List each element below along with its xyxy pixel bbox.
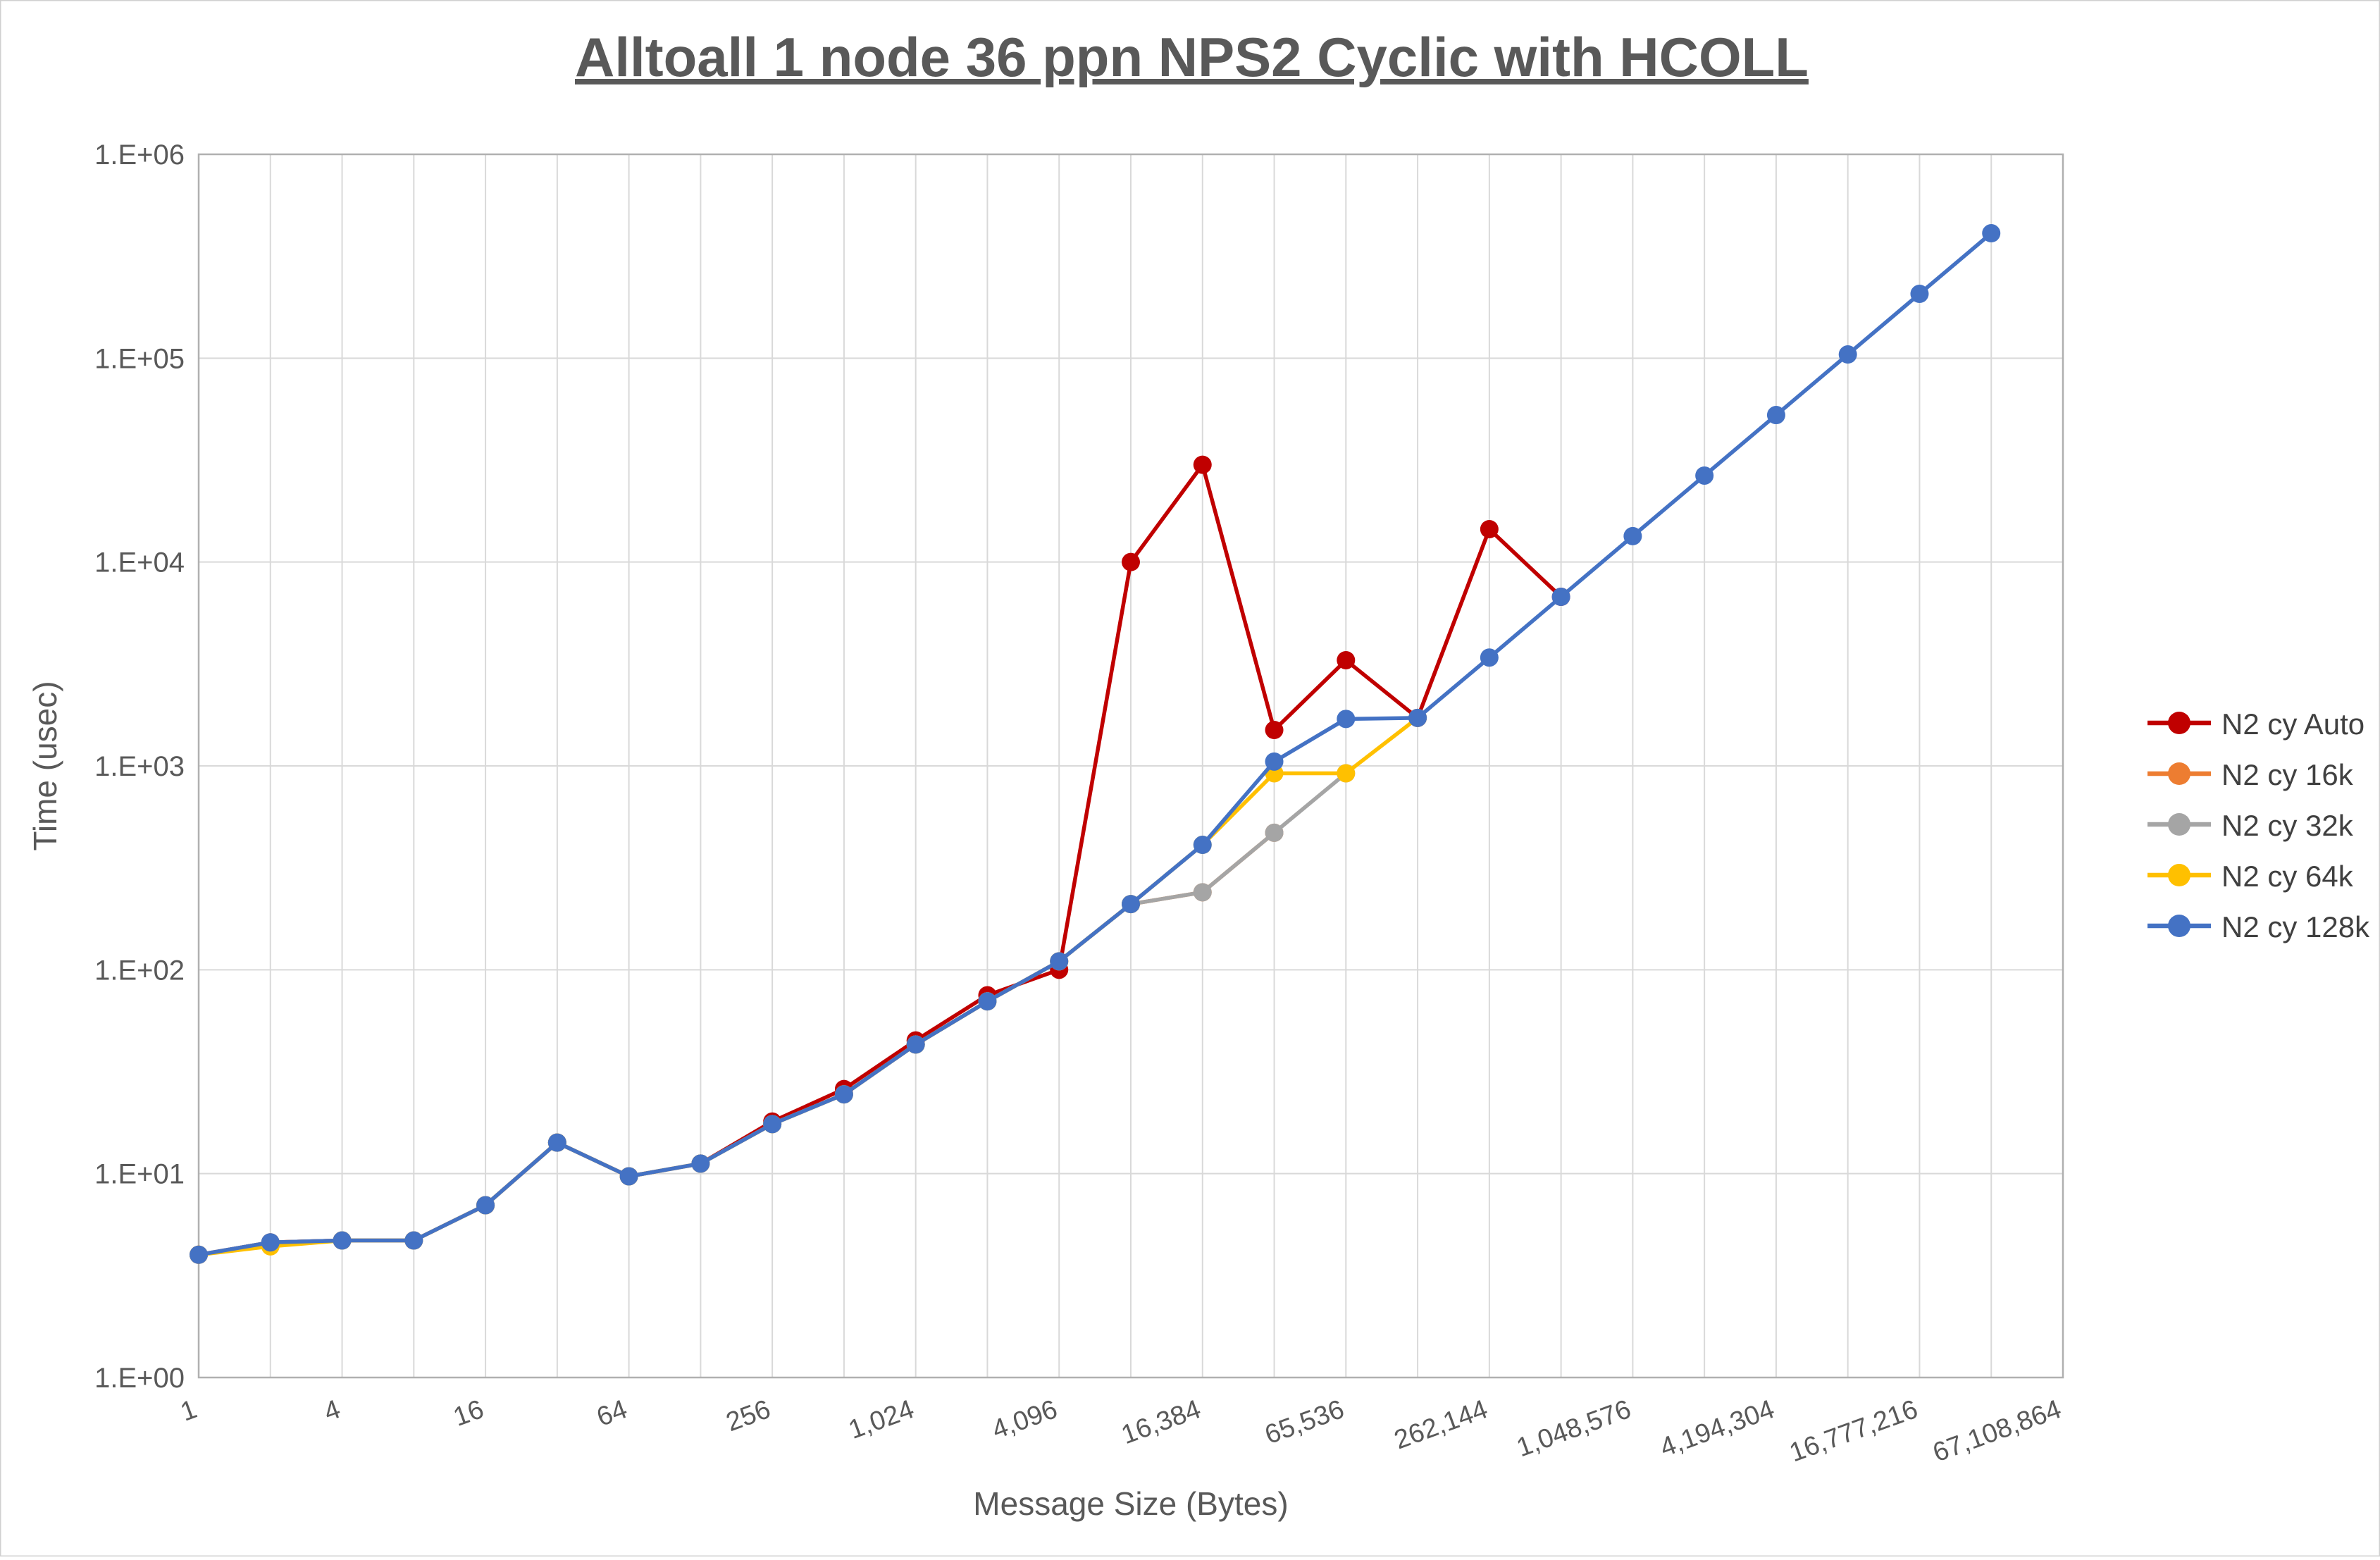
svg-text:1.E+05: 1.E+05 bbox=[94, 343, 185, 374]
svg-text:Time (usec): Time (usec) bbox=[27, 681, 63, 850]
svg-text:N2 cy 32k: N2 cy 32k bbox=[2221, 809, 2354, 842]
svg-text:N2 cy 16k: N2 cy 16k bbox=[2221, 758, 2354, 791]
svg-text:1.E+04: 1.E+04 bbox=[94, 547, 185, 578]
svg-text:N2 cy 128k: N2 cy 128k bbox=[2221, 910, 2370, 943]
svg-text:1.E+00: 1.E+00 bbox=[94, 1363, 185, 1394]
svg-text:1.E+03: 1.E+03 bbox=[94, 751, 185, 782]
svg-text:1.E+06: 1.E+06 bbox=[94, 140, 185, 171]
svg-text:Message Size (Bytes): Message Size (Bytes) bbox=[973, 1485, 1288, 1522]
svg-text:N2 cy Auto: N2 cy Auto bbox=[2221, 707, 2364, 741]
svg-text:1.E+01: 1.E+01 bbox=[94, 1159, 185, 1190]
svg-text:Alltoall 1 node 36 ppn NPS2 Cy: Alltoall 1 node 36 ppn NPS2 Cyclic with … bbox=[575, 26, 1809, 88]
svg-text:N2 cy 64k: N2 cy 64k bbox=[2221, 860, 2354, 893]
svg-text:1.E+02: 1.E+02 bbox=[94, 955, 185, 986]
